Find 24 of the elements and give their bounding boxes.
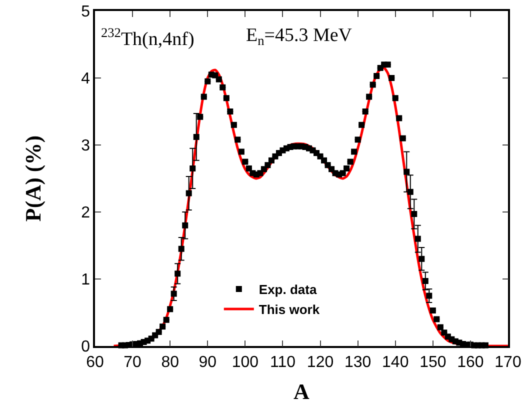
x-tick-label: 120	[306, 354, 334, 371]
x-tick-label: 100	[232, 354, 259, 371]
x-tick-label: 80	[161, 354, 180, 371]
x-tick-label: 170	[494, 354, 522, 371]
legend-label: Exp. data	[258, 282, 318, 298]
x-tick-label: 70	[124, 354, 142, 371]
y-tick-label: 1	[81, 272, 90, 289]
legend-label: This work	[258, 302, 320, 318]
x-tick-label: 130	[344, 354, 372, 371]
x-axis-title: A	[294, 379, 310, 404]
annotation: $^{232}$Th(n,4nf)	[101, 25, 194, 50]
y-tick-label: 5	[81, 4, 90, 21]
x-tick-label: 160	[457, 354, 484, 371]
y-tick-label: 3	[81, 138, 90, 155]
x-tick-label: 60	[86, 354, 104, 371]
x-tick-label: 150	[420, 354, 446, 371]
y-axis-title: P(A) (%)	[20, 135, 46, 222]
y-tick-label: 4	[81, 70, 90, 88]
y-tick-label: 0	[81, 338, 90, 356]
x-tick-label: 140	[382, 354, 409, 371]
y-tick-label: 2	[81, 204, 90, 222]
annotation: E$_{n}$=45.3 MeV	[246, 25, 352, 48]
x-tick-label: 110	[270, 354, 296, 371]
x-tick-label: 90	[198, 354, 217, 371]
